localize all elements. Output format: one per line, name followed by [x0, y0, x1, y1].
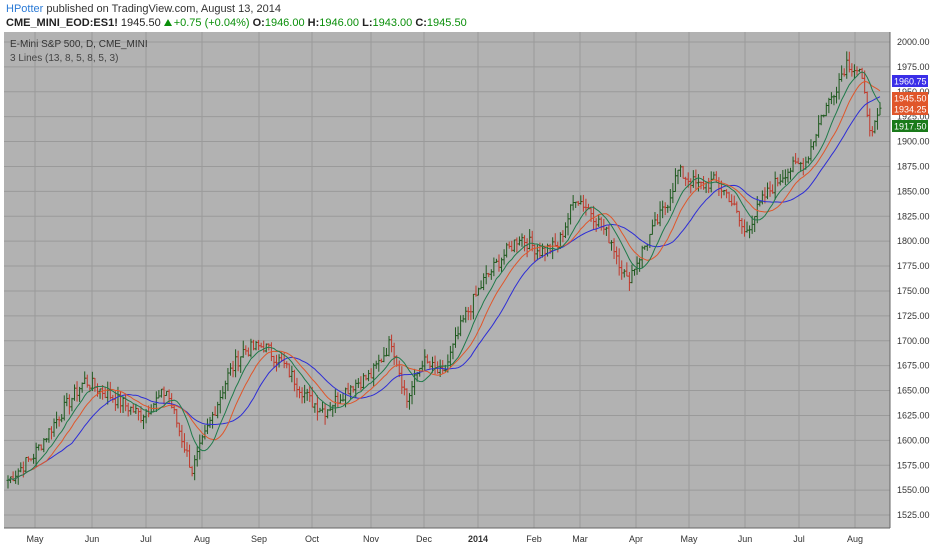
- price-tick-label: 1850.00: [897, 186, 930, 196]
- price-tick-label: 1875.00: [897, 161, 930, 171]
- price-tick-label: 2000.00: [897, 37, 930, 47]
- price-tick-label: 1775.00: [897, 261, 930, 271]
- price-tick-label: 1650.00: [897, 386, 930, 396]
- low-value: 1943.00: [372, 17, 413, 29]
- price-tick-label: 1625.00: [897, 410, 930, 420]
- time-tick-label: Jun: [85, 534, 100, 544]
- price-tick-label: 1575.00: [897, 460, 930, 470]
- price-label-text: 1917.50: [894, 122, 927, 132]
- indicator-line-13: [7, 96, 881, 481]
- time-tick-label: Feb: [526, 534, 542, 544]
- author-link[interactable]: HPotter: [6, 3, 44, 15]
- chart-title: E-Mini S&P 500, D, CME_MINI: [10, 39, 148, 50]
- last-price: 1945.50: [120, 17, 161, 29]
- time-tick-label: Sep: [251, 534, 267, 544]
- time-tick-label: Jul: [140, 534, 152, 544]
- price-tick-label: 1975.00: [897, 62, 930, 72]
- high-value: 1946.00: [319, 17, 360, 29]
- price-tick-label: 1800.00: [897, 236, 930, 246]
- time-tick-label: Mar: [572, 534, 588, 544]
- time-tick-label: Apr: [629, 534, 643, 544]
- time-tick-label: Dec: [416, 534, 433, 544]
- up-arrow-icon: [163, 19, 172, 26]
- plot-area[interactable]: [4, 32, 890, 528]
- ohlc-bars: [6, 51, 882, 489]
- price-label-box: [892, 103, 928, 115]
- price-change: +0.75 (+0.04%): [173, 17, 250, 29]
- indicator-lines: [7, 71, 881, 481]
- time-tick-label: Jun: [738, 534, 753, 544]
- indicator-line-5: [7, 71, 881, 481]
- high-label: H:: [307, 17, 320, 29]
- price-label-box: [892, 75, 928, 87]
- open-value: 1946.00: [264, 17, 305, 29]
- publish-line: HPotter published on TradingView.com, Au…: [6, 3, 281, 15]
- symbol-line: CME_MINI_EOD:ES1! 1945.50 +0.75 (+0.04%) …: [6, 17, 467, 29]
- price-label-text: 1945.50: [894, 94, 927, 104]
- price-tick-label: 1925.00: [897, 112, 930, 122]
- price-label-box: [892, 120, 928, 132]
- time-tick-label: May: [680, 534, 698, 544]
- time-tick-label: Oct: [305, 534, 320, 544]
- time-tick-label: Aug: [194, 534, 210, 544]
- price-tick-label: 1750.00: [897, 286, 930, 296]
- open-label: O:: [252, 17, 265, 29]
- price-axis[interactable]: [890, 32, 932, 550]
- price-tick-label: 1825.00: [897, 211, 930, 221]
- time-axis-ticks: May Jun Jul Aug Sep Oct Nov Dec 2014 Feb Mar Apr May…: [26, 534, 863, 544]
- close-value: 1945.50: [426, 17, 467, 29]
- published-text: published on TradingView.com, August 13,…: [46, 3, 281, 15]
- low-label: L:: [362, 17, 373, 29]
- time-tick-label: Nov: [363, 534, 380, 544]
- price-chart[interactable]: 2000.00 1975.00 1950.00 1925.00 1900.00 1875.…: [0, 32, 932, 550]
- price-tick-label: 1700.00: [897, 336, 930, 346]
- price-label-text: 1934.25: [894, 105, 927, 115]
- price-tick-label: 1725.00: [897, 311, 930, 321]
- price-tick-label: 1675.00: [897, 361, 930, 371]
- time-axis[interactable]: [0, 528, 890, 550]
- time-tick-label: Aug: [847, 534, 863, 544]
- indicator-label[interactable]: 3 Lines (13, 8, 5, 8, 5, 3): [10, 53, 118, 64]
- chart-header: HPotter published on TradingView.com, Au…: [0, 0, 932, 32]
- price-label-text: 1960.75: [894, 77, 927, 87]
- symbol-name[interactable]: CME_MINI_EOD:ES1!: [6, 17, 118, 29]
- indicator-line-8: [7, 80, 881, 481]
- time-tick-label: May: [26, 534, 44, 544]
- time-tick-label: Jul: [793, 534, 805, 544]
- price-axis-ticks: 2000.00 1975.00 1950.00 1925.00 1900.00 1875.…: [897, 37, 930, 520]
- time-tick-label: 2014: [468, 534, 488, 544]
- price-label-box: [892, 92, 928, 104]
- price-tick-label: 1900.00: [897, 137, 930, 147]
- close-label: C:: [415, 17, 427, 29]
- price-tick-label: 1550.00: [897, 485, 930, 495]
- price-tick-label: 1600.00: [897, 435, 930, 445]
- price-tick-label: 1950.00: [897, 87, 930, 97]
- price-tick-label: 1525.00: [897, 510, 930, 520]
